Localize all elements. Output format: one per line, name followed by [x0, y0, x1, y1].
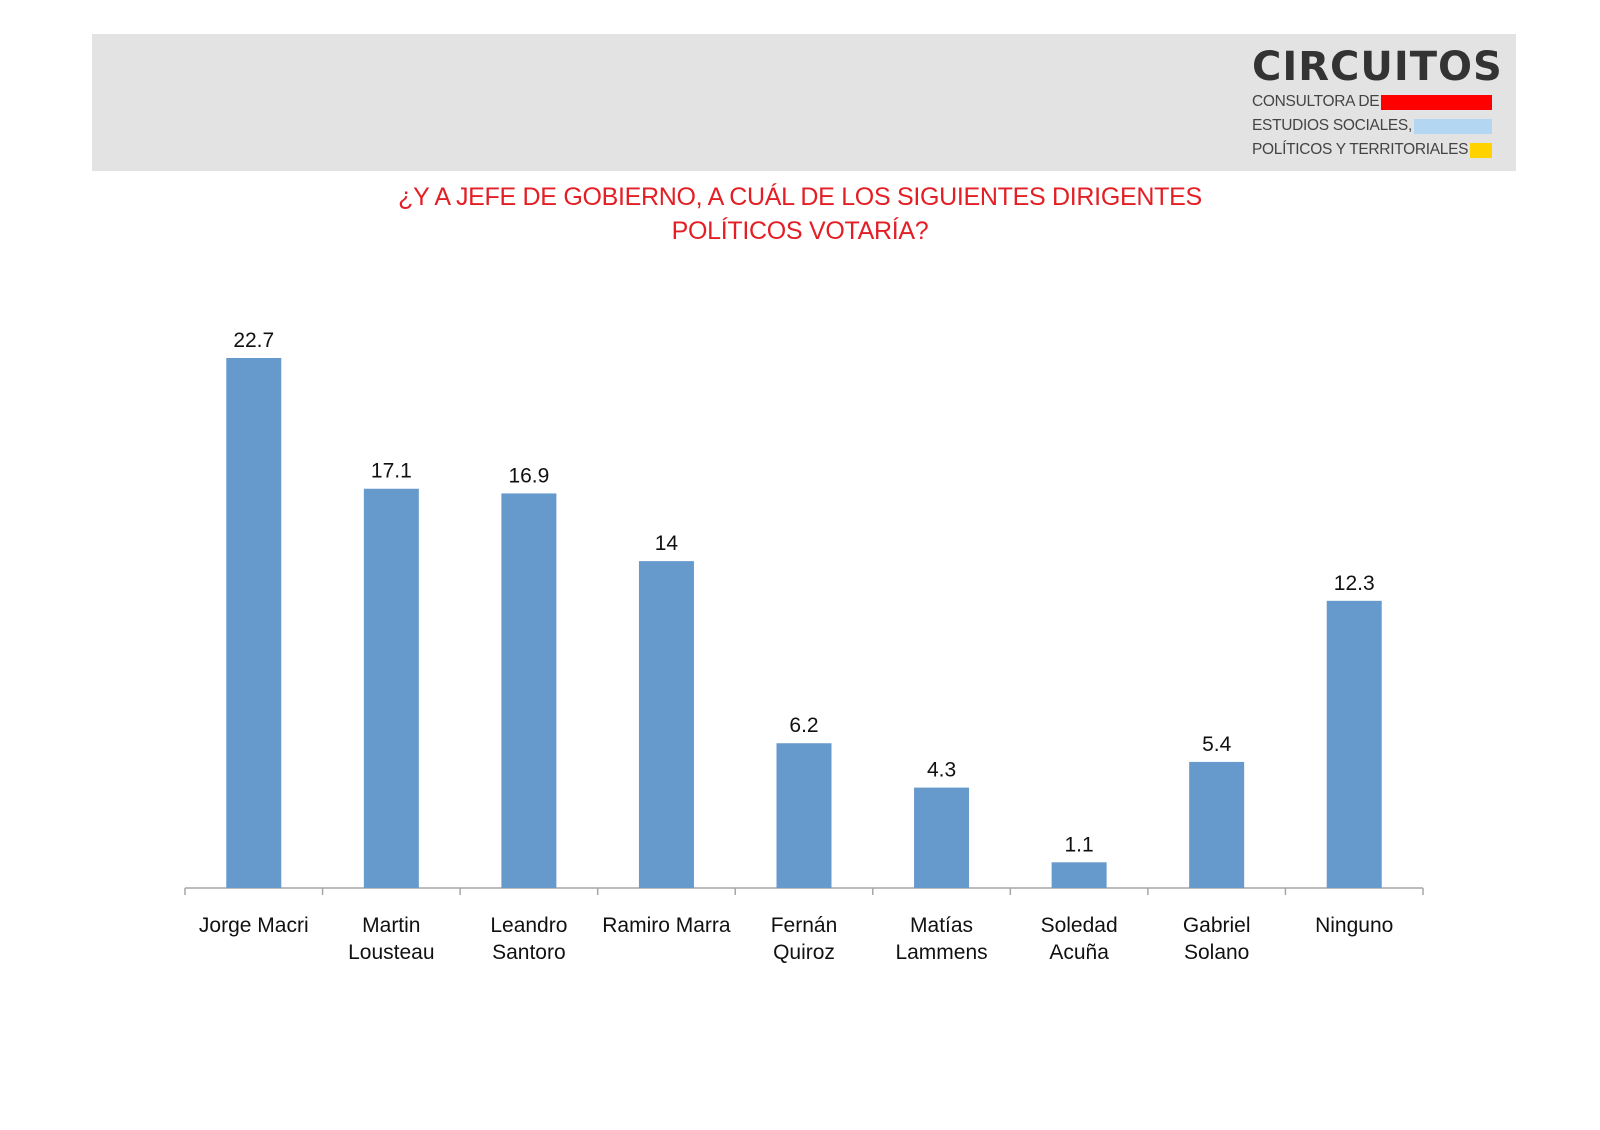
- x-tick-label: Leandro Santoro: [490, 914, 567, 964]
- logo-yellow-bar: [1470, 142, 1492, 158]
- x-tick-label: Soledad Acuña: [1041, 914, 1118, 964]
- x-tick-label: Martin Lousteau: [348, 914, 434, 964]
- bar: [1051, 862, 1107, 888]
- bar: [501, 493, 557, 888]
- bar: [1326, 600, 1382, 888]
- value-label: 17.1: [371, 460, 412, 483]
- bar: [226, 358, 282, 888]
- value-label: 5.4: [1202, 733, 1232, 756]
- logo-line-3: POLÍTICOS Y TERRITORIALES: [1252, 138, 1492, 162]
- x-tick-label: Ninguno: [1315, 914, 1393, 937]
- header-band: CIRCUITOS CONSULTORA DE ESTUDIOS SOCIALE…: [92, 34, 1516, 171]
- value-label: 1.1: [1065, 833, 1094, 856]
- bar: [1189, 761, 1245, 888]
- logo-line-1-text: CONSULTORA DE: [1252, 93, 1380, 110]
- value-label: 4.3: [927, 759, 956, 782]
- x-tick-label: Gabriel Solano: [1183, 914, 1251, 964]
- value-label: 6.2: [789, 714, 818, 737]
- chart-title: ¿Y A JEFE DE GOBIERNO, A CUÁL DE LOS SIG…: [0, 180, 1600, 248]
- value-label: 14: [655, 532, 679, 555]
- bar: [363, 488, 419, 888]
- value-label: 12.3: [1334, 572, 1375, 595]
- logo-line-3-text: POLÍTICOS Y TERRITORIALES: [1252, 141, 1469, 158]
- x-tick-label: Matías Lammens: [895, 914, 987, 964]
- logo-red-bar: [1381, 94, 1492, 110]
- logo-name: CIRCUITOS: [1252, 44, 1503, 90]
- value-label: 16.9: [508, 464, 549, 487]
- value-label: 22.7: [233, 329, 274, 352]
- circuitos-logo: CIRCUITOS CONSULTORA DE ESTUDIOS SOCIALE…: [1252, 44, 1503, 162]
- bar: [914, 787, 970, 888]
- x-tick-label: Ramiro Marra: [602, 914, 731, 937]
- logo-light-blue-bar: [1413, 118, 1492, 134]
- logo-line-2: ESTUDIOS SOCIALES,: [1252, 114, 1492, 138]
- logo-line-2-text: ESTUDIOS SOCIALES,: [1252, 117, 1412, 134]
- chart-title-line-1: ¿Y A JEFE DE GOBIERNO, A CUÁL DE LOS SIG…: [398, 183, 1202, 211]
- chart-title-line-2: POLÍTICOS VOTARÍA?: [671, 217, 929, 245]
- bar: [638, 561, 694, 888]
- x-tick-label: Fernán Quiroz: [771, 914, 838, 964]
- bar: [776, 743, 832, 888]
- logo-line-1: CONSULTORA DE: [1252, 90, 1492, 114]
- x-tick-label: Jorge Macri: [199, 914, 309, 937]
